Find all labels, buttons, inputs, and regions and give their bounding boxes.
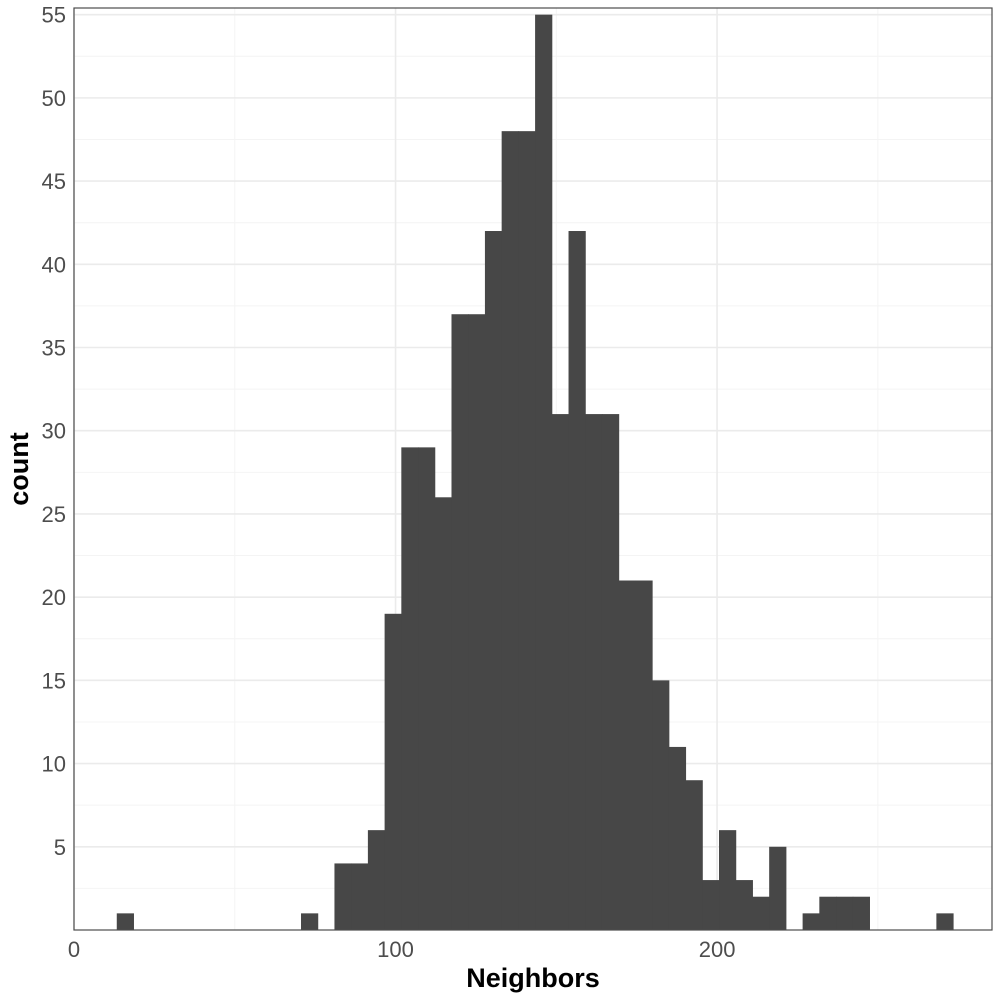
histogram-bar [936,913,954,930]
histogram-bar [836,896,854,930]
histogram-bar [334,863,352,930]
histogram-bar [601,414,620,930]
x-axis-title: Neighbors [466,963,600,993]
histogram-bar [568,231,586,930]
panel-border [73,7,993,931]
histogram-bar [301,913,319,930]
histogram-bar [635,580,653,930]
y-tick-label: 55 [42,3,66,28]
histogram-bar [418,447,436,930]
histogram-bar [551,414,570,930]
x-tick-label: 100 [377,937,414,962]
histogram-bar [702,880,720,930]
histogram-bar [351,863,369,930]
histogram-bar [518,131,536,931]
histogram-bar [819,896,837,930]
histogram-bar [852,896,870,930]
y-tick-label: 15 [42,668,66,693]
y-tick-label: 40 [42,252,66,277]
histogram-bar [384,613,402,930]
histogram-bar [367,830,386,930]
histogram-bar [618,580,636,930]
histogram-bar [685,780,703,930]
y-tick-label: 35 [42,336,66,361]
x-tick-label: 200 [699,937,736,962]
y-tick-label: 20 [42,585,66,610]
histogram-bar [116,913,134,930]
histogram-bar [585,414,603,930]
y-tick-label: 45 [42,169,66,194]
histogram-bar [401,447,419,930]
histogram-bar [535,14,553,930]
histogram-bar [468,314,486,930]
y-tick-label: 10 [42,752,66,777]
y-tick-label: 50 [42,86,66,111]
histogram-bars [116,14,954,931]
y-tick-label: 25 [42,502,66,527]
x-axis-tick-labels: 0 100 200 [68,937,736,962]
histogram-bar [451,314,469,930]
y-tick-label: 30 [42,419,66,444]
histogram-bar [434,497,452,930]
y-tick-label: 5 [54,835,66,860]
histogram-bar [802,913,820,930]
histogram-bar [719,830,737,930]
histogram-bar [769,846,787,930]
histogram-bar [668,746,687,930]
histogram-bar [735,880,753,930]
histogram-bar [752,896,770,930]
x-tick-label: 0 [68,937,80,962]
histogram-bar [652,680,670,930]
histogram-bar [484,231,503,930]
y-axis-tick-labels: 5 10 15 20 25 30 35 40 45 50 55 [42,3,66,860]
histogram-bar [501,131,519,931]
y-axis-title: count [4,432,34,506]
